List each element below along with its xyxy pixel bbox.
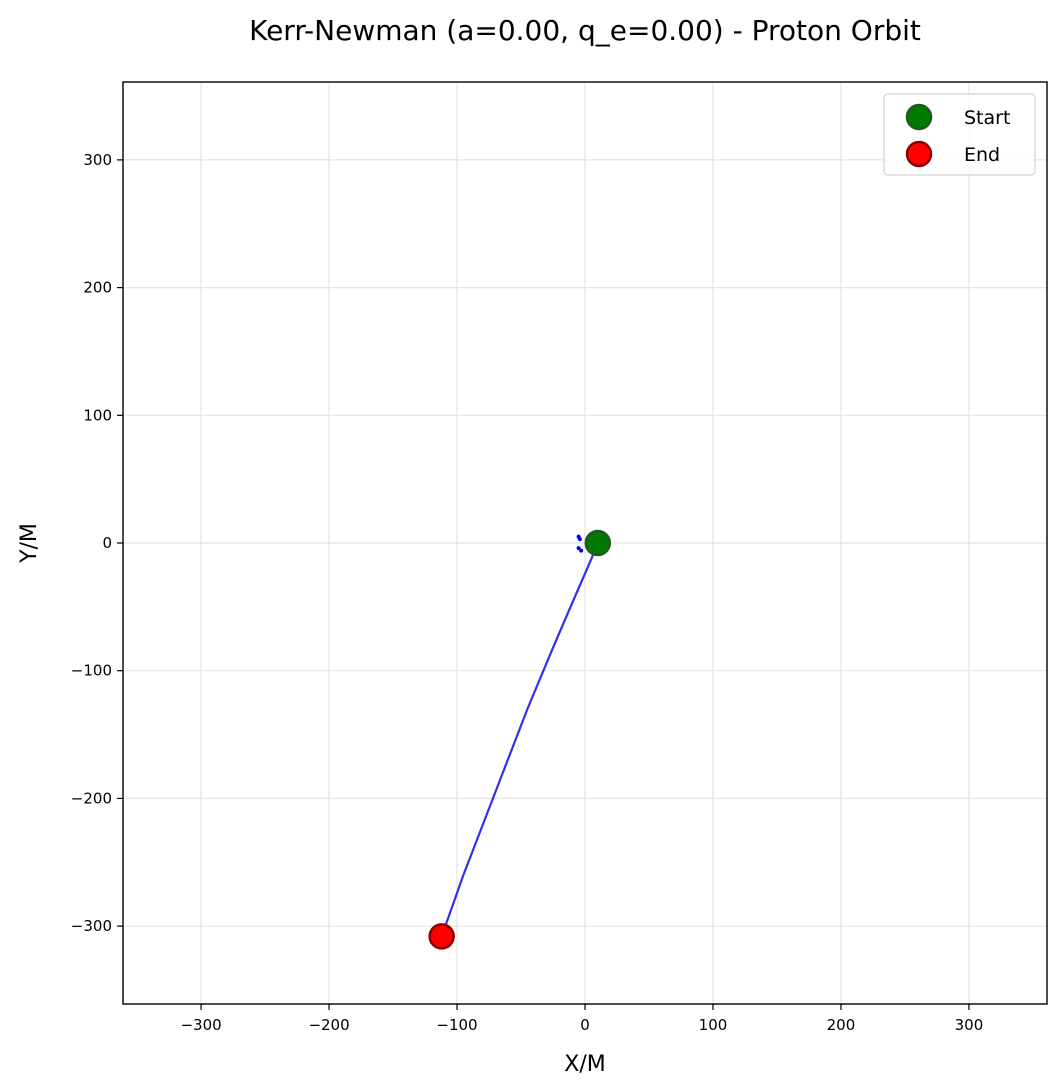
legend-box <box>883 93 1036 176</box>
legend-end-marker <box>905 140 933 168</box>
horizon-mark <box>579 548 584 553</box>
legend-start-label: Start <box>964 107 1010 129</box>
x-tick-label: −200 <box>308 1016 349 1034</box>
end-marker <box>428 923 455 950</box>
y-tick-label: 300 <box>83 151 112 169</box>
y-tick-label: −300 <box>71 917 112 935</box>
horizon-mark <box>576 546 581 551</box>
y-tick-label: 100 <box>83 406 112 424</box>
x-tick-label: 0 <box>580 1016 590 1034</box>
y-tick-label: 0 <box>102 534 112 552</box>
x-axis-label: X/M <box>564 1052 605 1077</box>
x-tick-label: −300 <box>180 1016 221 1034</box>
y-axis-label: Y/M <box>17 523 42 564</box>
y-tick-label: 200 <box>83 279 112 297</box>
x-tick-label: −100 <box>436 1016 477 1034</box>
legend: Start End <box>883 93 1036 176</box>
plot-area <box>428 529 612 950</box>
legend-end-label: End <box>964 144 1000 166</box>
x-tick-label: 200 <box>827 1016 856 1034</box>
y-tick-label: −100 <box>71 662 112 680</box>
legend-start-marker <box>905 103 933 131</box>
horizon-mark <box>577 537 582 542</box>
chart-title: Kerr-Newman (a=0.00, q_e=0.00) - Proton … <box>249 14 921 47</box>
y-tick-label: −200 <box>71 789 112 807</box>
orbit-trajectory-line <box>440 542 599 937</box>
start-marker <box>584 529 612 557</box>
axis-ticks: −300 −200 −100 0 100 200 300 −300 −200 −100 0 100 20… <box>71 151 983 1034</box>
x-tick-label: 100 <box>699 1016 728 1034</box>
x-tick-label: 300 <box>955 1016 984 1034</box>
